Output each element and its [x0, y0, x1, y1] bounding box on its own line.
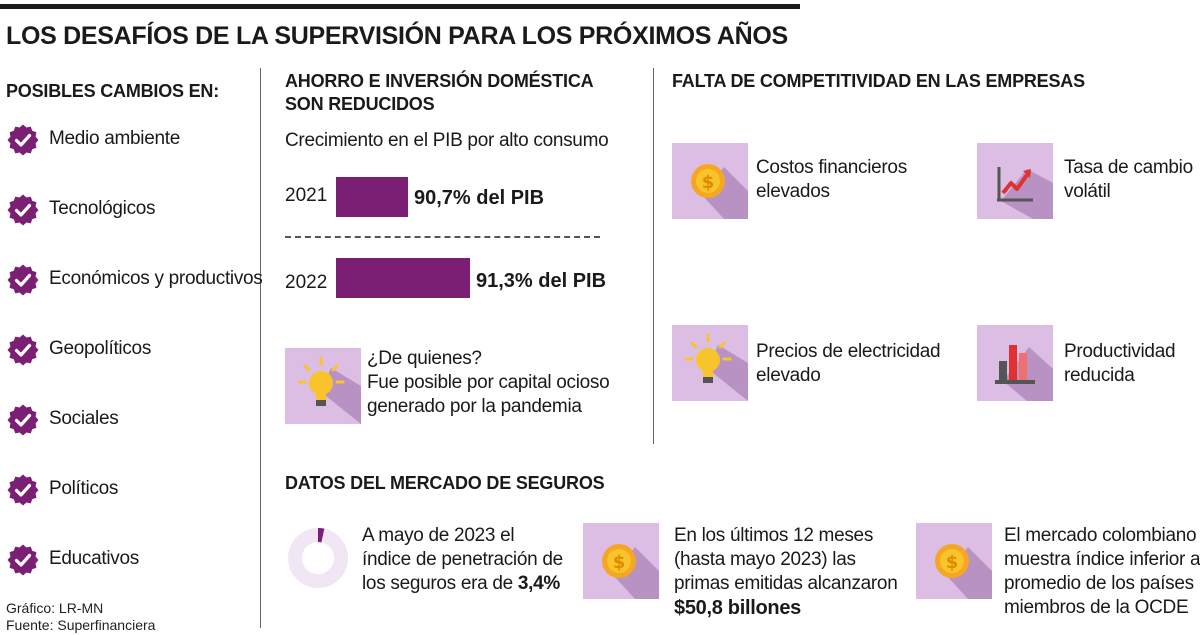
falta-productividad-line1: Productividad	[1064, 341, 1176, 362]
lightbulb-icon	[297, 356, 361, 424]
coin-icon: $	[602, 544, 659, 599]
check-badge-icon	[7, 404, 39, 436]
divider-left	[260, 68, 261, 628]
quien-text: ¿De quienes? Fue posible por capital oci…	[367, 347, 610, 419]
falta-productividad-line2: reducida	[1064, 365, 1135, 386]
ocde-line2: muestra índice inferior al	[1004, 549, 1200, 570]
primas-line2: (hasta mayo 2023) las	[674, 549, 856, 570]
check-badge-icon	[7, 124, 39, 156]
falta-tasa-line2: volátil	[1064, 181, 1111, 202]
divider-right	[653, 68, 654, 444]
credit-fuente: Fuente: Superfinanciera	[6, 617, 156, 633]
quien-line2: generado por la pandemia	[367, 396, 582, 417]
check-badge-icon	[7, 334, 39, 366]
credit-grafico: Gráfico: LR-MN	[6, 600, 104, 616]
posibles-item-label: Políticos	[49, 478, 119, 499]
bar-2022	[336, 258, 470, 298]
ocde-text: El mercado colombiano muestra índice inf…	[1004, 524, 1200, 620]
svg-text:$: $	[946, 552, 959, 573]
falta-text-productividad: Productividad reducida	[1064, 340, 1176, 388]
falta-tasa-line1: Tasa de cambio	[1064, 157, 1193, 178]
bar-2021	[336, 177, 408, 217]
check-badge-icon	[7, 194, 39, 226]
check-badge-icon	[7, 544, 39, 576]
penetracion-line3: los seguros era de 3,4%	[362, 572, 563, 596]
lightbulb-icon	[684, 333, 748, 401]
posibles-item-label: Geopolíticos	[49, 338, 152, 359]
dashed-divider	[285, 236, 600, 238]
ahorro-heading: AHORRO E INVERSIÓN DOMÉSTICA SON REDUCID…	[285, 70, 594, 116]
penetracion-text: A mayo de 2023 el índice de penetración …	[362, 524, 563, 596]
falta-icon-box-tasa	[977, 143, 1053, 219]
ocde-line3: promedio de los países	[1004, 573, 1194, 594]
check-badge-icon	[7, 474, 39, 506]
ahorro-subtitle: Crecimiento en el PIB por alto consumo	[285, 130, 609, 151]
falta-electricidad-line2: elevado	[756, 365, 821, 386]
posibles-item-label: Económicos y productivos	[49, 268, 263, 289]
check-badge-icon	[7, 264, 39, 296]
bar-label-2022: 91,3% del PIB	[476, 270, 607, 292]
primas-text: En los últimos 12 meses (hasta mayo 2023…	[674, 524, 898, 620]
penetration-donut	[288, 528, 348, 588]
falta-costos-line2: elevados	[756, 181, 830, 202]
coin-icon: $	[935, 544, 992, 599]
page-title: LOS DESAFÍOS DE LA SUPERVISIÓN PARA LOS …	[6, 22, 788, 50]
top-rule	[0, 4, 800, 9]
falta-costos-line1: Costos financieros	[756, 157, 907, 178]
year-2022: 2022	[285, 272, 328, 293]
year-2021: 2021	[285, 185, 328, 206]
seguros-heading: DATOS DEL MERCADO DE SEGUROS	[285, 473, 605, 493]
svg-text:$: $	[702, 172, 715, 193]
falta-text-electricidad: Precios de electricidad elevado	[756, 340, 941, 388]
donut-fill	[288, 528, 348, 588]
penetracion-value: 3,4%	[517, 573, 561, 594]
primas-line1: En los últimos 12 meses	[674, 525, 874, 546]
primas-value: $50,8 billones	[674, 597, 801, 619]
credits: Gráfico: LR-MN Fuente: Superfinanciera	[6, 600, 155, 634]
ocde-line4: miembros de la OCDE	[1004, 597, 1189, 618]
falta-heading: FALTA DE COMPETITIVIDAD EN LAS EMPRESAS	[672, 71, 1085, 91]
quien-title: ¿De quienes?	[367, 348, 482, 369]
posibles-item-label: Sociales	[49, 408, 119, 429]
growth-chart-icon	[997, 167, 1053, 219]
penetracion-line1: A mayo de 2023 el	[362, 525, 515, 546]
ahorro-heading-line2: SON REDUCIDOS	[285, 94, 435, 114]
quien-icon-box	[285, 348, 361, 424]
ahorro-heading-line1: AHORRO E INVERSIÓN DOMÉSTICA	[285, 71, 594, 91]
coin-icon: $	[691, 164, 748, 219]
posibles-heading: POSIBLES CAMBIOS EN:	[6, 81, 220, 101]
bar-chart-icon	[995, 345, 1053, 401]
posibles-item-label: Medio ambiente	[49, 128, 180, 149]
ocde-line1: El mercado colombiano	[1004, 525, 1197, 546]
posibles-item-label: Tecnológicos	[49, 198, 156, 219]
posibles-item-label: Educativos	[49, 548, 139, 569]
penetracion-line2: índice de penetración de	[362, 549, 563, 570]
primas-icon-box: $	[583, 523, 659, 599]
svg-text:$: $	[613, 552, 626, 573]
ocde-icon-box: $	[916, 523, 992, 599]
falta-text-costos: Costos financieros elevados	[756, 156, 907, 204]
falta-text-tasa: Tasa de cambio volátil	[1064, 156, 1193, 204]
falta-icon-box-productividad	[977, 325, 1053, 401]
falta-icon-box-electricidad	[672, 325, 748, 401]
falta-icon-box-costos: $	[672, 143, 748, 219]
penetracion-line3-prefix: los seguros era de	[362, 573, 518, 594]
primas-line3: primas emitidas alcanzaron	[674, 573, 898, 594]
quien-line1: Fue posible por capital ocioso	[367, 372, 610, 393]
falta-electricidad-line1: Precios de electricidad	[756, 341, 941, 362]
bar-label-2021: 90,7% del PIB	[414, 187, 545, 209]
